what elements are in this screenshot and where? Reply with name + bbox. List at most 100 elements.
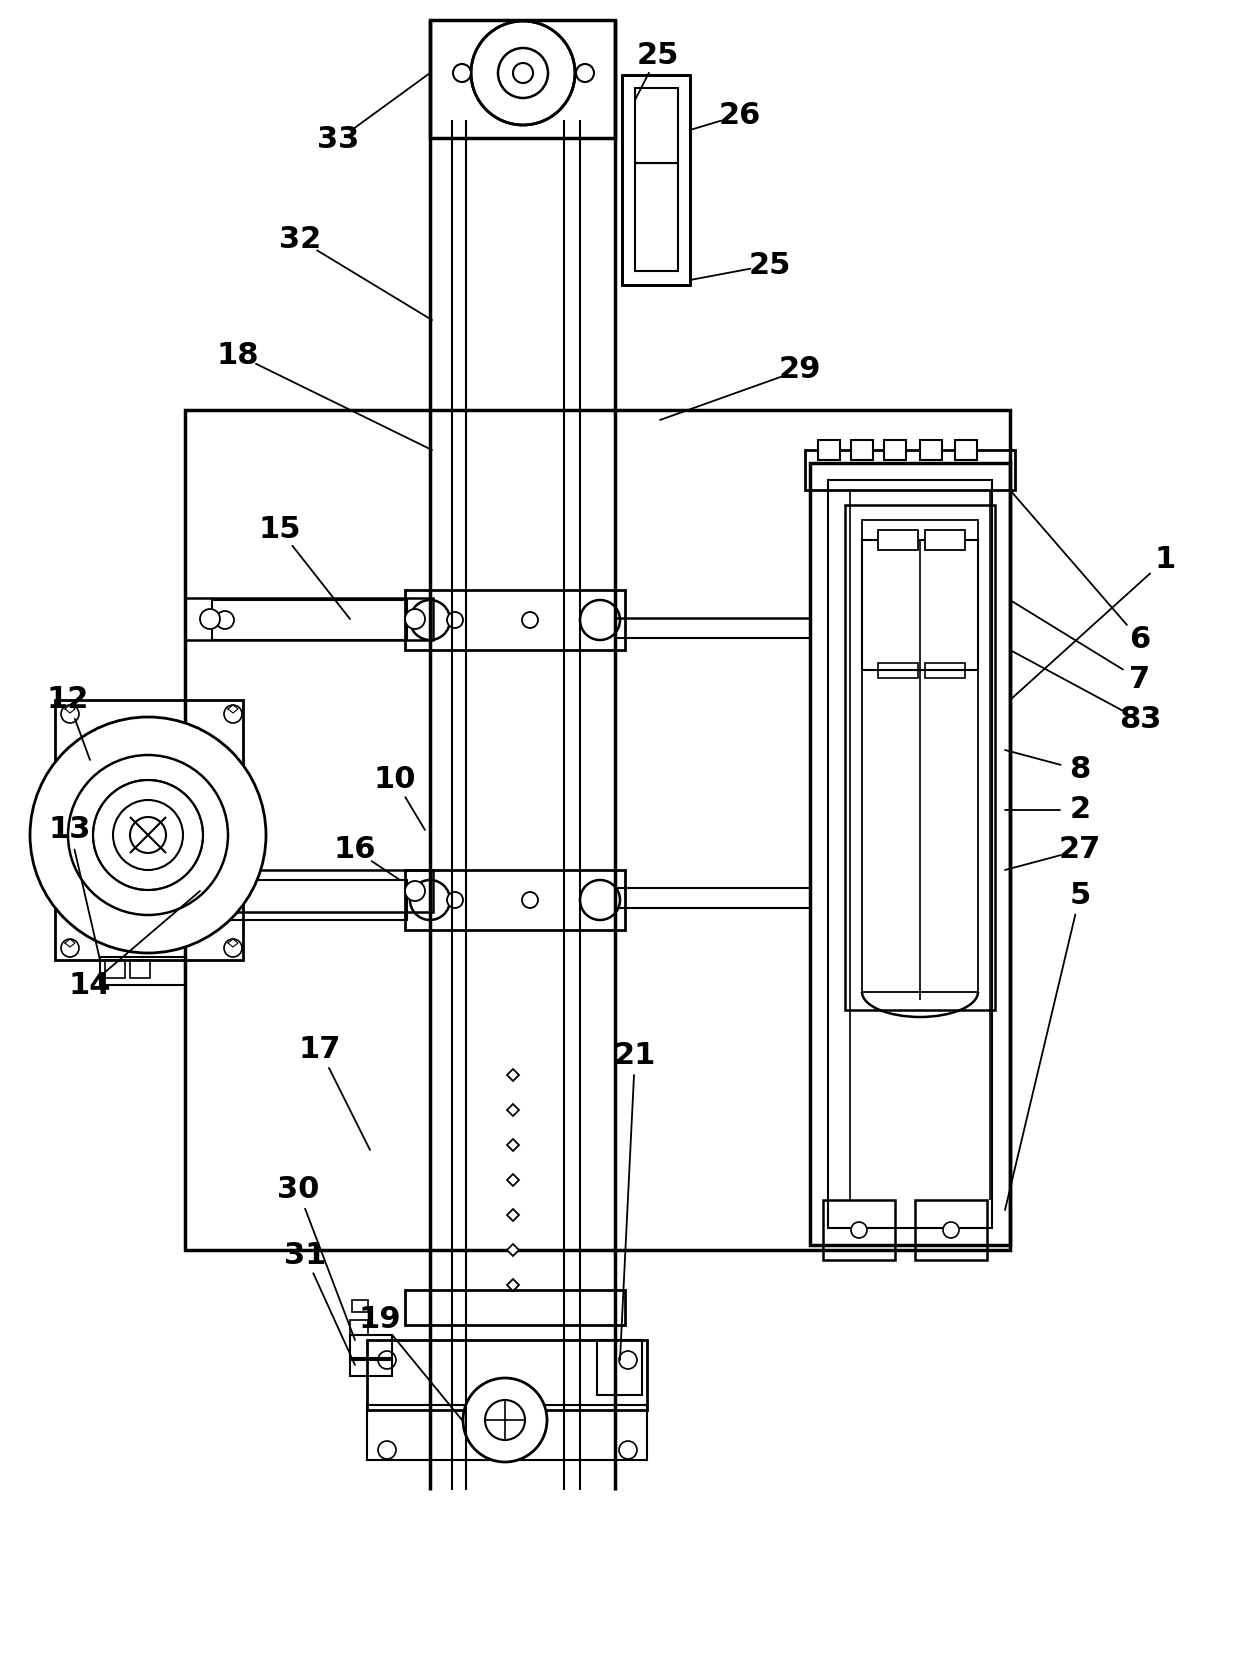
Text: 25: 25 [637, 40, 680, 70]
Text: 26: 26 [719, 100, 761, 130]
Circle shape [405, 609, 425, 629]
Circle shape [942, 1222, 959, 1237]
Bar [105, 960, 125, 978]
Bar [920, 441, 942, 461]
Text: 6: 6 [1130, 625, 1151, 655]
Circle shape [513, 63, 533, 83]
Circle shape [446, 891, 463, 908]
Bar [925, 530, 965, 550]
Circle shape [216, 610, 234, 629]
Circle shape [522, 891, 538, 908]
Text: 8: 8 [1069, 755, 1091, 785]
Circle shape [471, 22, 575, 125]
Circle shape [410, 880, 450, 920]
Circle shape [580, 600, 620, 640]
Bar [596, 1340, 642, 1395]
Circle shape [61, 940, 79, 956]
Text: 32: 32 [279, 226, 321, 254]
Circle shape [580, 880, 620, 920]
Text: 27: 27 [1059, 835, 1101, 865]
Circle shape [485, 1400, 525, 1440]
Text: 7: 7 [1130, 665, 1151, 695]
Text: 18: 18 [217, 341, 259, 369]
Circle shape [577, 63, 594, 81]
Circle shape [68, 755, 228, 915]
Bar [622, 75, 689, 284]
Text: 5: 5 [1069, 880, 1091, 910]
Bar [862, 521, 978, 993]
Circle shape [405, 881, 425, 901]
Text: 25: 25 [749, 251, 791, 279]
Circle shape [463, 1379, 547, 1462]
Bar [55, 700, 243, 960]
Circle shape [200, 881, 219, 901]
Circle shape [130, 817, 166, 853]
Bar [818, 441, 839, 461]
Text: 29: 29 [779, 356, 821, 384]
Bar [430, 20, 615, 138]
Circle shape [619, 1442, 637, 1458]
Bar [915, 1201, 987, 1261]
Bar [405, 870, 625, 930]
Bar [810, 462, 1011, 1246]
Text: 21: 21 [614, 1041, 656, 1069]
Text: 17: 17 [299, 1036, 341, 1064]
Bar [823, 1201, 895, 1261]
Text: 10: 10 [373, 765, 417, 795]
Bar [212, 880, 407, 920]
Circle shape [851, 1222, 867, 1237]
Text: 33: 33 [317, 125, 360, 155]
Circle shape [378, 1350, 396, 1369]
Text: 16: 16 [334, 835, 376, 865]
Circle shape [113, 800, 184, 870]
Text: 12: 12 [47, 685, 89, 715]
Circle shape [61, 705, 79, 723]
Text: 13: 13 [48, 815, 92, 845]
Circle shape [30, 717, 267, 953]
Bar [100, 956, 185, 984]
Text: 2: 2 [1069, 795, 1090, 825]
Text: 83: 83 [1118, 705, 1161, 735]
Circle shape [522, 612, 538, 629]
Bar [844, 506, 994, 1009]
Bar [185, 870, 433, 911]
Circle shape [224, 705, 242, 723]
Bar [367, 1405, 647, 1460]
Bar [805, 451, 1016, 491]
Bar [862, 540, 978, 670]
Text: 30: 30 [277, 1176, 319, 1204]
Circle shape [378, 1442, 396, 1458]
Circle shape [216, 891, 234, 910]
Circle shape [446, 612, 463, 629]
Circle shape [410, 600, 450, 640]
Text: 1: 1 [1154, 545, 1176, 574]
Bar [185, 411, 1011, 1251]
Text: 15: 15 [259, 516, 301, 544]
Bar [212, 600, 407, 640]
Circle shape [200, 609, 219, 629]
Circle shape [93, 780, 203, 890]
Bar [130, 960, 150, 978]
Circle shape [224, 940, 242, 956]
Bar [884, 441, 906, 461]
Text: 14: 14 [68, 971, 112, 999]
Bar [635, 88, 678, 163]
Bar [367, 1340, 647, 1410]
Bar [878, 664, 918, 679]
Bar [925, 664, 965, 679]
Bar [352, 1300, 368, 1312]
Bar [405, 1290, 625, 1325]
Circle shape [619, 1350, 637, 1369]
Bar [828, 481, 992, 1227]
Circle shape [453, 63, 471, 81]
Bar [851, 441, 873, 461]
Text: 31: 31 [284, 1241, 326, 1269]
Bar [350, 1335, 392, 1360]
Bar [185, 599, 433, 640]
Bar [405, 590, 625, 650]
Text: 19: 19 [358, 1305, 402, 1334]
Bar [955, 441, 977, 461]
Bar [350, 1359, 392, 1375]
Bar [635, 163, 678, 271]
Bar [878, 530, 918, 550]
